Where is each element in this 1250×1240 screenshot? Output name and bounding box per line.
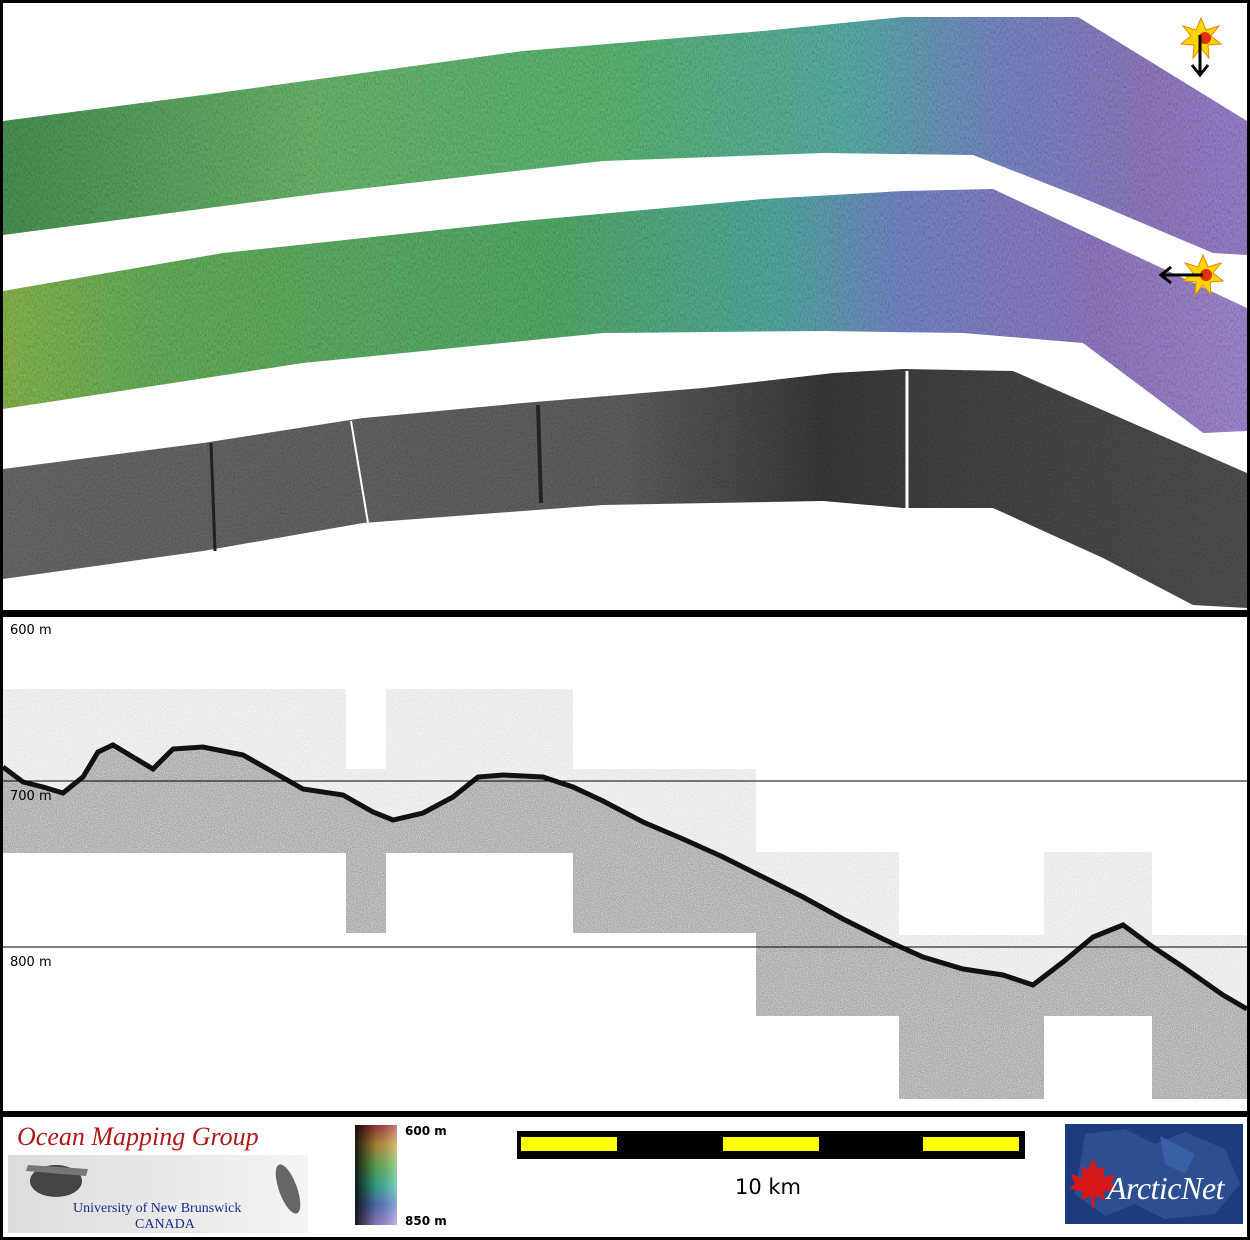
- colorbar-bottom-label: 850 m: [405, 1214, 447, 1228]
- legend-panel: Ocean Mapping Group University of New Br…: [3, 1117, 1247, 1237]
- depth-label-700: 700 m: [10, 789, 52, 804]
- arcticnet-wordmark: ArcticNet: [1107, 1170, 1224, 1206]
- seabed-reflector: [3, 742, 1247, 1012]
- maple-leaf-icon: [1069, 1158, 1117, 1208]
- omg-title: Ocean Mapping Group: [17, 1122, 259, 1151]
- bathymetry-swath-east-lit: [3, 189, 1247, 433]
- bathymetry-swath-north-lit: [3, 17, 1247, 255]
- arcticnet-map-graphic: [1069, 1129, 1240, 1219]
- arcticnet-logo: ArcticNet: [1065, 1124, 1243, 1224]
- subbottom-profile: [3, 689, 1247, 1099]
- omg-country: CANADA: [135, 1217, 195, 1232]
- scale-bar: [517, 1131, 1025, 1159]
- swath-map: [3, 16, 1247, 608]
- swath-map-panel: [3, 3, 1247, 610]
- arrow-down-icon: [1190, 35, 1210, 78]
- depth-label-600: 600 m: [10, 623, 52, 638]
- omg-logo-graphic: [8, 1155, 308, 1233]
- colorbar-top-label: 600 m: [405, 1124, 447, 1138]
- depth-colorbar: [355, 1125, 397, 1225]
- omg-university: University of New Brunswick: [73, 1201, 242, 1216]
- scale-bar-label: 10 km: [735, 1175, 802, 1199]
- arrow-left-icon: [1158, 265, 1203, 285]
- subbottom-profile-panel: 600 m 700 m 800 m: [3, 617, 1247, 1111]
- depth-label-800: 800 m: [10, 955, 52, 970]
- backscatter-swath: [3, 369, 1247, 608]
